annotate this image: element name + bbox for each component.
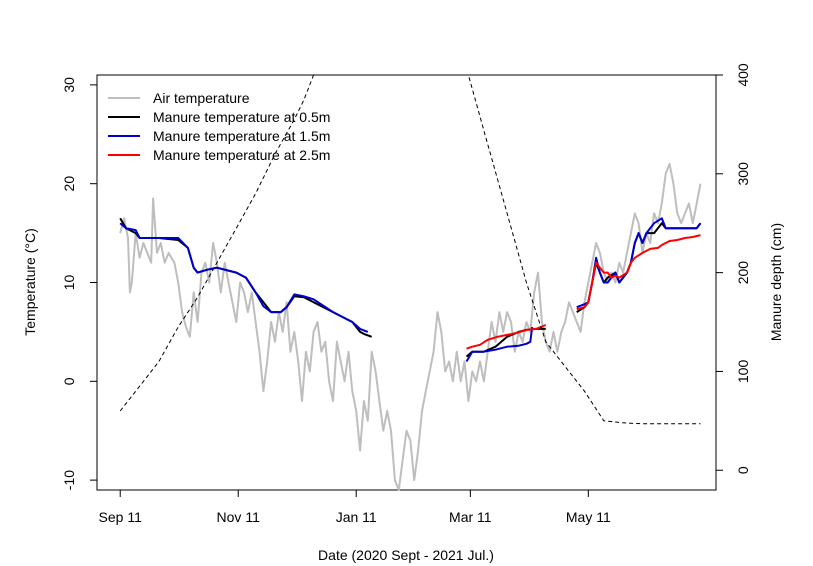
y2-tick-label: 0 (735, 466, 751, 474)
y2-axis-label: Manure depth (cm) (768, 223, 784, 341)
y-tick-label: 30 (61, 77, 77, 93)
series-line-manure-temperature-at-2-5m (466, 324, 547, 350)
x-tick-label: May 11 (566, 509, 611, 525)
legend-label: Manure temperature at 2.5m (153, 147, 330, 163)
y-tick-label: -10 (61, 470, 77, 490)
legend-label: Air temperature (153, 90, 250, 106)
series-line-manure-temperature-at-2-5m (576, 234, 701, 311)
series-line-manure-temperature-at-1-5m (576, 217, 702, 309)
legend-label: Manure temperature at 0.5m (153, 109, 330, 125)
y2-tick-label: 400 (735, 63, 751, 87)
series-line-air-temperature (119, 162, 702, 491)
axes-layer: Sep 11 Nov 11 Jan 11 Mar 11 May 11 -10 0 10 20 30… (61, 63, 751, 525)
y2-tick-label: 300 (735, 162, 751, 186)
y-axis-label: Temperature (°C) (22, 228, 38, 336)
series-line-manure-depth (119, 74, 701, 425)
series-line-manure-temperature-at-1-5m (465, 326, 534, 363)
y2-tick-label: 200 (735, 261, 751, 285)
y-tick-label: 10 (61, 275, 77, 291)
y2-tick-label: 100 (735, 360, 751, 384)
x-tick-label: Jan 11 (336, 509, 377, 525)
legend: Air temperature Manure temperature at 0.5… (108, 90, 330, 163)
x-axis-label: Date (2020 Sept - 2021 Jul.) (318, 547, 494, 563)
series-line-manure-temperature-at-1-5m (119, 222, 369, 333)
series-layer (119, 74, 702, 491)
x-tick-label: Nov 11 (217, 509, 261, 525)
x-tick-label: Mar 11 (449, 509, 492, 525)
legend-label: Manure temperature at 1.5m (153, 128, 330, 144)
y-tick-label: 20 (61, 176, 77, 192)
y-tick-label: 0 (61, 377, 77, 385)
x-tick-label: Sep 11 (99, 509, 143, 525)
